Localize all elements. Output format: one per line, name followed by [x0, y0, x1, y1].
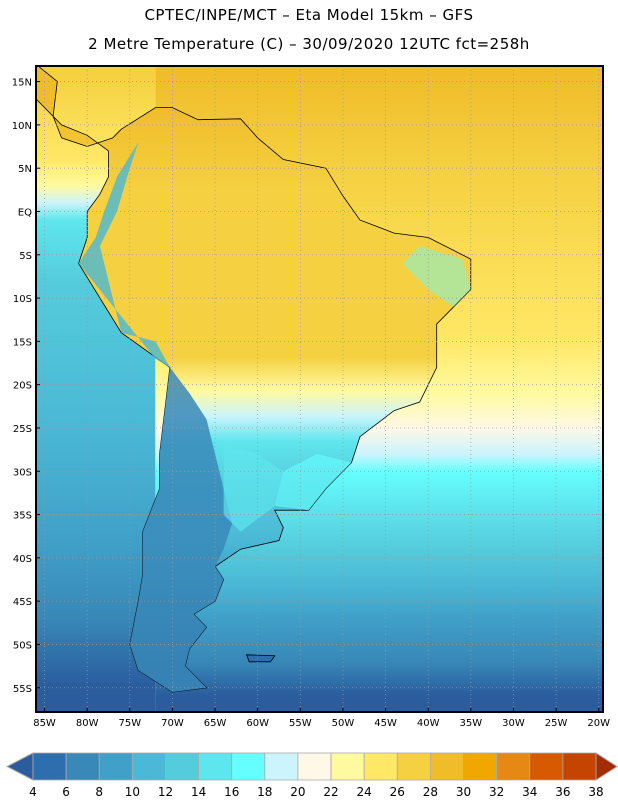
colorbar-swatch — [231, 752, 266, 781]
northeast-brazil-cool-region — [402, 246, 471, 307]
colorbar-label: 12 — [158, 785, 173, 799]
falkland-islands — [246, 654, 276, 663]
lat-tick-label: 15S — [13, 337, 32, 348]
lon-tick-label: 65W — [204, 718, 227, 729]
lon-tick-label: 80W — [76, 718, 99, 729]
colorbar-label: 24 — [357, 785, 372, 799]
colorbar-label: 30 — [456, 785, 471, 799]
colorbar: 4 6 8 10 12 14 16 18 20 22 24 26 28 30 32 34 36 38 — [5, 752, 618, 799]
map-frame — [35, 65, 604, 713]
colorbar-swatch — [297, 752, 332, 781]
lat-tick-label: 45S — [13, 597, 32, 608]
colorbar-above-arrow — [595, 752, 618, 781]
pampas-cool-region — [223, 445, 284, 532]
lat-tick-label: 5S — [19, 251, 32, 262]
colorbar-label: 16 — [224, 785, 239, 799]
lon-tick-label: 40W — [417, 718, 440, 729]
colorbar-label: 20 — [290, 785, 305, 799]
lat-tick-label: 15N — [12, 78, 32, 89]
colorbar-swatch — [264, 752, 299, 781]
colorbar-label: 36 — [555, 785, 570, 799]
lon-tick-label: 30W — [502, 718, 525, 729]
colorbar-swatch — [496, 752, 531, 781]
colorbar-swatch — [529, 752, 564, 781]
colorbar-swatch — [131, 752, 166, 781]
colorbar-swatch — [65, 752, 100, 781]
colorbar-below-arrow — [5, 752, 34, 781]
andes-cold-region — [129, 367, 233, 693]
lat-tick-label: 50S — [13, 640, 32, 651]
colorbar-swatch — [98, 752, 133, 781]
lat-tick-label: 20S — [13, 381, 32, 392]
lon-tick-label: 20W — [587, 718, 610, 729]
lat-tick-label: 25S — [13, 424, 32, 435]
chart-title: CPTEC/INPE/MCT – Eta Model 15km – GFS — [144, 6, 474, 24]
lat-tick-label: 35S — [13, 511, 32, 522]
lat-tick-label: 10N — [12, 121, 32, 132]
colorbar-swatch — [198, 752, 233, 781]
colorbar-label: 10 — [125, 785, 140, 799]
lon-tick-label: 50W — [332, 718, 355, 729]
lon-tick-label: 55W — [289, 718, 312, 729]
lon-tick-label: 70W — [161, 718, 184, 729]
lat-tick-label: 5N — [18, 164, 32, 175]
colorbar-label: 32 — [489, 785, 504, 799]
colorbar-label: 4 — [29, 785, 37, 799]
lon-tick-label: 25W — [545, 718, 568, 729]
colorbar-label: 28 — [423, 785, 438, 799]
lat-tick-label: 55S — [13, 684, 32, 695]
lat-tick-label: 30S — [13, 467, 32, 478]
colorbar-swatch — [562, 752, 597, 781]
lon-tick-label: 85W — [33, 718, 56, 729]
colorbar-label: 8 — [95, 785, 103, 799]
lat-tick-label: EQ — [18, 207, 32, 218]
colorbar-swatch — [330, 752, 365, 781]
lon-tick-label: 75W — [118, 718, 141, 729]
lon-tick-label: 60W — [246, 718, 269, 729]
lon-tick-label: 35W — [460, 718, 483, 729]
colorbar-swatch — [396, 752, 431, 781]
colorbar-swatch — [165, 752, 199, 781]
colorbar-swatch — [32, 752, 67, 781]
colorbar-label: 6 — [62, 785, 70, 799]
colorbar-label: 22 — [323, 785, 338, 799]
lat-tick-label: 40S — [13, 554, 32, 565]
colorbar-label: 38 — [588, 785, 603, 799]
colorbar-swatch — [363, 752, 398, 781]
uruguay-cool-region — [274, 453, 352, 511]
colorbar-swatch — [463, 752, 498, 781]
lat-tick-label: 10S — [13, 294, 32, 305]
colorbar-label: 34 — [522, 785, 537, 799]
chart-subtitle: 2 Metre Temperature (C) – 30/09/2020 12U… — [88, 35, 530, 53]
colorbar-label: 26 — [390, 785, 405, 799]
colorbar-label: 14 — [191, 785, 206, 799]
lon-tick-label: 45W — [374, 718, 397, 729]
colorbar-label: 18 — [257, 785, 272, 799]
colorbar-swatch — [430, 752, 464, 781]
